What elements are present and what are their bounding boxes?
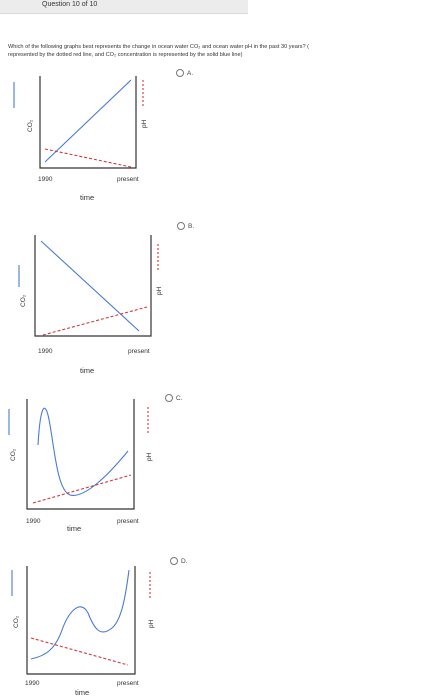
graph-c-axes — [26, 399, 135, 510]
co2-axis-label: CO₂ — [27, 119, 34, 132]
option-b[interactable]: B. — [177, 222, 194, 230]
option-a-radio[interactable] — [176, 69, 184, 77]
option-a-label: A. — [187, 69, 194, 77]
graph-a-co2-line — [44, 79, 132, 163]
question-text-line-1: Which of the following graphs best repre… — [8, 44, 309, 50]
option-c-radio[interactable] — [165, 394, 173, 402]
ph-axis-label: pH — [146, 452, 153, 461]
graph-b: CO₂ pH 1990 present time — [18, 235, 163, 375]
question-counter: Question 10 of 10 — [42, 1, 98, 8]
graph-d-time-label: time — [75, 688, 89, 697]
graph-d: CO₂ pH 1990 present time — [11, 566, 155, 697]
co2-axis-label: CO₂ — [20, 294, 27, 307]
question-prompt: Which of the following graphs best repre… — [8, 43, 441, 59]
option-b-radio[interactable] — [177, 222, 185, 230]
option-d[interactable]: D. — [170, 557, 188, 565]
ph-axis-label: pH — [141, 119, 148, 128]
graph-c: CO₂ pH 1990 present time — [8, 399, 153, 533]
co2-axis-label: CO₂ — [10, 448, 17, 461]
graph-c-end-label: present — [117, 518, 139, 525]
question-counter-bar: Question 10 of 10 — [0, 0, 248, 14]
graph-a-start-label: 1990 — [38, 176, 53, 183]
option-b-label: B. — [188, 222, 195, 230]
graph-a-time-label: time — [80, 193, 94, 202]
co2-axis-label: CO₂ — [13, 615, 20, 628]
graph-c-start-label: 1990 — [26, 518, 41, 525]
graph-b-time-label: time — [80, 366, 94, 375]
graph-c-time-label: time — [67, 524, 81, 533]
option-d-radio[interactable] — [170, 557, 178, 565]
graph-c-ph-line — [32, 474, 132, 504]
graph-a-axes — [39, 76, 137, 169]
graph-c-co2-line — [37, 407, 129, 496]
option-d-label: D. — [181, 557, 188, 565]
ph-axis-label: pH — [156, 286, 163, 295]
graph-b-start-label: 1990 — [38, 348, 53, 355]
graph-b-axes — [34, 235, 152, 337]
graph-b-end-label: present — [128, 348, 150, 355]
graph-d-axes — [26, 566, 136, 675]
graph-a: CO₂ pH 1990 present time — [13, 76, 148, 202]
graph-b-co2-line — [40, 240, 140, 332]
graph-a-ph-line — [44, 148, 132, 168]
graph-d-start-label: 1990 — [25, 680, 40, 687]
graph-a-end-label: present — [117, 176, 139, 183]
graph-d-end-label: present — [117, 680, 139, 687]
graph-d-co2-line — [30, 569, 130, 660]
option-a[interactable]: A. — [176, 69, 193, 77]
graph-d-ph-line — [30, 637, 129, 666]
graph-b-ph-line — [42, 306, 148, 336]
option-c-label: C. — [176, 394, 183, 402]
question-text-line-2: represented by the dotted red line, and … — [8, 52, 243, 58]
option-c[interactable]: C. — [165, 394, 183, 402]
ph-axis-label: pH — [148, 619, 155, 628]
